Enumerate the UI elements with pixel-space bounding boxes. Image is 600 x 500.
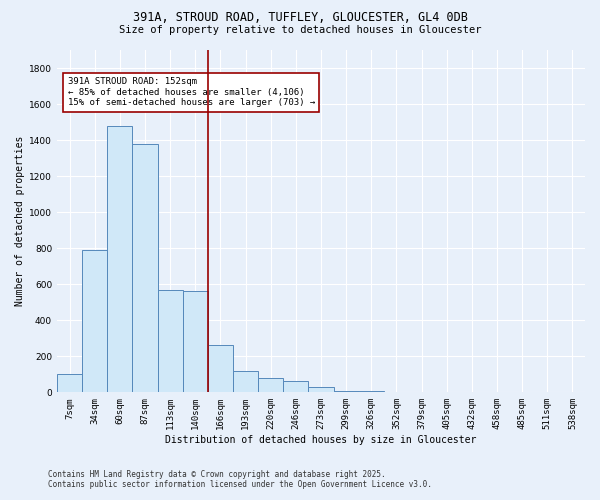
Bar (107, 126, 133, 392)
Bar (57, 374, 82, 392)
Bar (158, 290, 183, 393)
Text: 391A STROUD ROAD: 152sqm
← 85% of detached houses are smaller (4,106)
15% of sem: 391A STROUD ROAD: 152sqm ← 85% of detach… (68, 78, 315, 107)
Bar (283, 380, 308, 392)
Bar (133, 144, 158, 392)
Bar (183, 292, 208, 392)
Text: 391A, STROUD ROAD, TUFFLEY, GLOUCESTER, GL4 0DB: 391A, STROUD ROAD, TUFFLEY, GLOUCESTER, … (133, 11, 467, 24)
Bar (82, 250, 107, 392)
Text: Contains HM Land Registry data © Crown copyright and database right 2025.
Contai: Contains HM Land Registry data © Crown c… (48, 470, 432, 489)
Bar (308, 387, 334, 392)
Bar (233, 370, 258, 392)
Bar (208, 346, 233, 393)
X-axis label: Distribution of detached houses by size in Gloucester: Distribution of detached houses by size … (166, 435, 477, 445)
Y-axis label: Number of detached properties: Number of detached properties (15, 136, 25, 306)
Text: Size of property relative to detached houses in Gloucester: Size of property relative to detached ho… (119, 25, 481, 35)
Bar (258, 378, 283, 392)
